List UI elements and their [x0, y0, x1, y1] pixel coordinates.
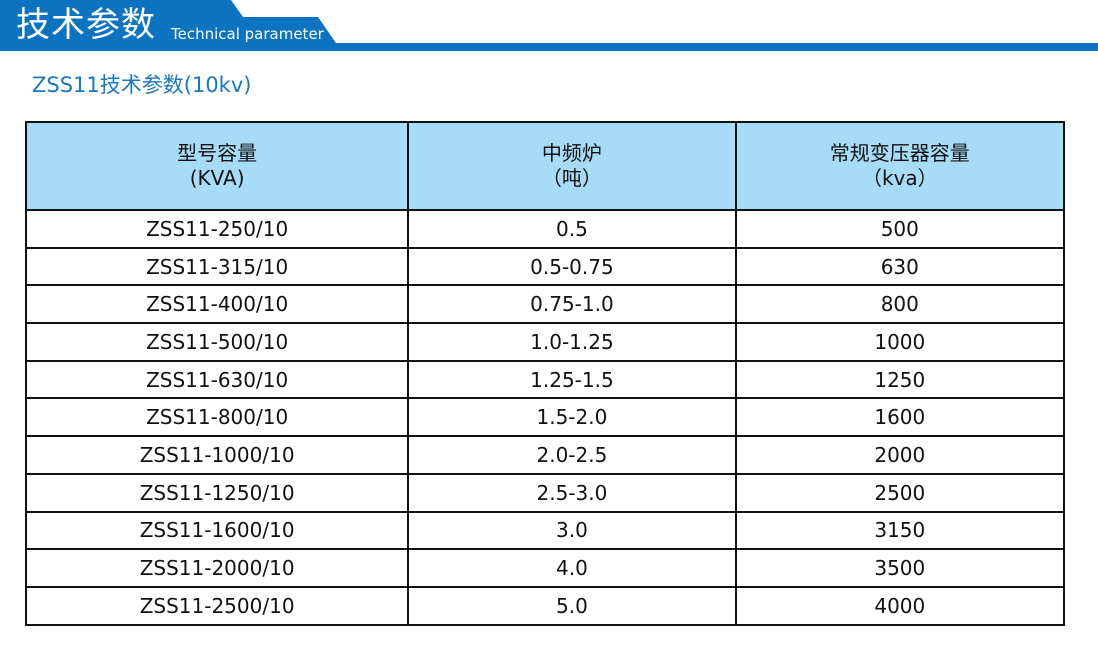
table-row: ZSS11-630/10 1.25-1.5 1250	[24, 359, 1066, 400]
furnace-cell: 1.25-1.5	[407, 359, 737, 400]
furnace-cell: 4.0	[407, 548, 737, 588]
furnace-cell: 2.0-2.5	[407, 435, 737, 475]
furnace-cell: 0.5-0.75	[407, 246, 737, 287]
table-row: ZSS11-2500/10 5.0 4000	[24, 585, 1066, 626]
model-cell: ZSS11-1000/10	[24, 435, 410, 475]
section-title-english: Technical parameter	[171, 25, 324, 43]
transformer-cell: 4000	[734, 585, 1066, 626]
header-line: 型号容量	[177, 141, 258, 165]
model-cell: ZSS11-1600/10	[24, 510, 410, 551]
model-cell: ZSS11-315/10	[24, 246, 410, 287]
transformer-cell: 2000	[734, 435, 1066, 475]
model-cell: ZSS11-250/10	[24, 209, 410, 249]
transformer-cell: 630	[734, 246, 1066, 287]
header-transformer-capacity: 常规变压器容量 （kva）	[734, 121, 1066, 211]
model-cell: ZSS11-630/10	[24, 359, 410, 400]
transformer-cell: 1000	[734, 322, 1066, 362]
transformer-cell: 2500	[734, 472, 1066, 513]
table-subtitle: ZSS11技术参数(10kv)	[32, 73, 252, 97]
header-banner	[0, 0, 1098, 51]
model-cell: ZSS11-2000/10	[24, 548, 410, 588]
section-title: 技术参数	[16, 5, 156, 45]
transformer-cell: 3500	[734, 548, 1066, 588]
model-cell: ZSS11-400/10	[24, 284, 410, 325]
table-row: ZSS11-315/10 0.5-0.75 630	[24, 246, 1066, 287]
header-line: （吨）	[541, 166, 602, 190]
header-model-capacity: 型号容量 (KVA)	[24, 121, 410, 211]
furnace-cell: 0.75-1.0	[407, 284, 737, 325]
furnace-cell: 0.5	[407, 209, 737, 249]
transformer-cell: 800	[734, 284, 1066, 325]
transformer-cell: 500	[734, 209, 1066, 249]
table-row: ZSS11-1000/10 2.0-2.5 2000	[24, 435, 1066, 475]
furnace-cell: 3.0	[407, 510, 737, 551]
header-furnace-tons: 中频炉 （吨）	[407, 121, 737, 211]
model-cell: ZSS11-500/10	[24, 322, 410, 362]
model-cell: ZSS11-1250/10	[24, 472, 410, 513]
furnace-cell: 1.5-2.0	[407, 397, 737, 438]
header-line: 常规变压器容量	[829, 141, 970, 165]
transformer-cell: 3150	[734, 510, 1066, 551]
table-row: ZSS11-400/10 0.75-1.0 800	[24, 284, 1066, 325]
furnace-cell: 1.0-1.25	[407, 322, 737, 362]
model-cell: ZSS11-800/10	[24, 397, 410, 438]
header-line: 中频炉	[541, 141, 602, 165]
parameter-table: 型号容量 (KVA) 中频炉 （吨） 常规变压器容量 （kva） ZSS11-250/10…	[24, 121, 1066, 626]
transformer-cell: 1250	[734, 359, 1066, 400]
transformer-cell: 1600	[734, 397, 1066, 438]
banner-tab	[0, 0, 1098, 51]
table-row: ZSS11-2000/10 4.0 3500	[24, 548, 1066, 588]
table-row: ZSS11-800/10 1.5-2.0 1600	[24, 397, 1066, 438]
model-cell: ZSS11-2500/10	[24, 585, 410, 626]
header-line: （kva）	[861, 166, 938, 190]
table-row: ZSS11-500/10 1.0-1.25 1000	[24, 322, 1066, 362]
table-row: ZSS11-250/10 0.5 500	[24, 209, 1066, 249]
header-line: (KVA)	[189, 166, 245, 190]
table-row: ZSS11-1600/10 3.0 3150	[24, 510, 1066, 551]
table-row: ZSS11-1250/10 2.5-3.0 2500	[24, 472, 1066, 513]
furnace-cell: 5.0	[407, 585, 737, 626]
furnace-cell: 2.5-3.0	[407, 472, 737, 513]
